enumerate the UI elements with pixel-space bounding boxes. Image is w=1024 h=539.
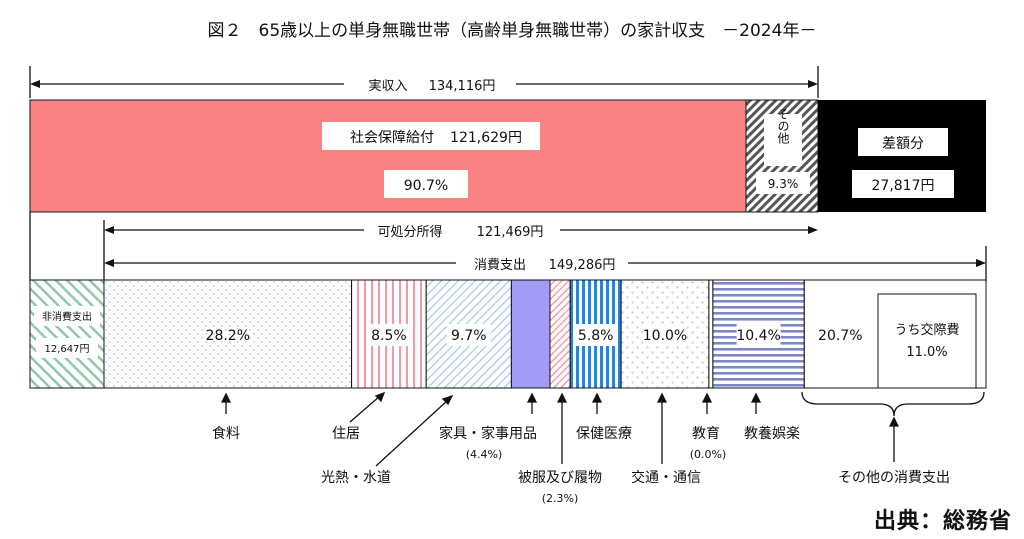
bar-pct-utilities: 9.7% [451, 328, 487, 344]
bar-non-consumption [29, 279, 105, 389]
disposable-income-bracket: 可処分所得 121,469円 [29, 212, 818, 282]
label-food: 食料 [212, 425, 240, 442]
non-consumption-name: 非消費支出 [42, 310, 92, 323]
label-utilities: 光熱・水道 [321, 470, 391, 486]
source-credit: 出典：総務省 [873, 509, 1012, 534]
label-medical: 保健医療 [576, 425, 632, 442]
bar-label-bg [573, 324, 618, 346]
chart-title: 図２ 65歳以上の単身無職世帯（高齢単身無職世帯）の家計収支 －2024年－ [208, 21, 817, 41]
label-education: 教育 [692, 426, 720, 442]
label-education-pct: (0.0%) [690, 448, 727, 461]
bar-label-bg [643, 324, 687, 346]
bar-pct-housing: 8.5% [371, 328, 407, 344]
expenditure-bar-labels: 28.2% 8.5% 9.7% 5.8% 10.0% 10.4% 20.7% [206, 324, 863, 346]
income-label: 実収入 [368, 78, 407, 94]
social-expenses-name: うち交際費 [894, 322, 959, 338]
bar-furniture [510, 279, 551, 389]
consumption-bracket: 消費支出 149,286円 [103, 246, 987, 282]
bar-label-bg [736, 324, 781, 346]
label-clothing: 被服及び履物 [518, 470, 602, 486]
deficit-value: 27,817円 [872, 178, 935, 194]
bar-education [708, 279, 714, 389]
bar-label-bg [446, 324, 491, 346]
label-furniture-pct: (4.4%) [466, 448, 503, 461]
category-callouts [220, 391, 762, 467]
social-expenses-pct: 11.0% [906, 345, 947, 360]
consumption-value: 149,286円 [549, 258, 616, 273]
other-income-pct: 9.3% [768, 177, 799, 191]
label-housing: 住居 [332, 426, 360, 442]
non-consumption-value: 12,647円 [45, 344, 90, 355]
bar-food [103, 279, 353, 389]
deficit-name: 差額分 [882, 136, 924, 152]
label-other-consumption: その他の消費支出 [838, 470, 950, 486]
income-bracket: 実収入 134,116円 [29, 66, 819, 98]
disposable-income-value: 121,469円 [477, 225, 544, 240]
social-security-pct: 90.7% [404, 178, 448, 194]
label-transport: 交通・通信 [631, 469, 701, 486]
label-clothing-pct: (2.3%) [542, 492, 579, 505]
disposable-income-label: 可処分所得 [377, 224, 442, 240]
bar-pct-recreation: 10.4% [736, 328, 780, 344]
other-consumption-brace [801, 391, 985, 417]
consumption-label: 消費支出 [474, 258, 526, 273]
label-furniture: 家具・家事用品 [439, 425, 537, 442]
bar-pct-medical: 5.8% [578, 328, 614, 344]
bar-label-bg [366, 324, 411, 346]
brace-arrow [888, 416, 900, 462]
social-security-name: 社会保障給付 [350, 130, 434, 146]
bar-clothing [549, 279, 571, 389]
income-value: 134,116円 [429, 79, 496, 94]
income-bar: 社会保障給付 121,629円 90.7% その他 9.3% 差額分 27,81… [29, 99, 986, 213]
bar-pct-food: 28.2% [206, 328, 250, 344]
non-consumption-segment: 非消費支出 12,647円 [29, 279, 105, 389]
social-expenses-box: うち交際費 11.0% [877, 293, 977, 389]
social-security-value: 121,629円 [450, 130, 522, 146]
bar-pct-other-consumption: 20.7% [818, 328, 862, 344]
label-recreation: 教養娯楽 [744, 425, 800, 442]
other-income-name: その他 [776, 108, 790, 144]
bar-pct-transport: 10.0% [643, 328, 687, 344]
